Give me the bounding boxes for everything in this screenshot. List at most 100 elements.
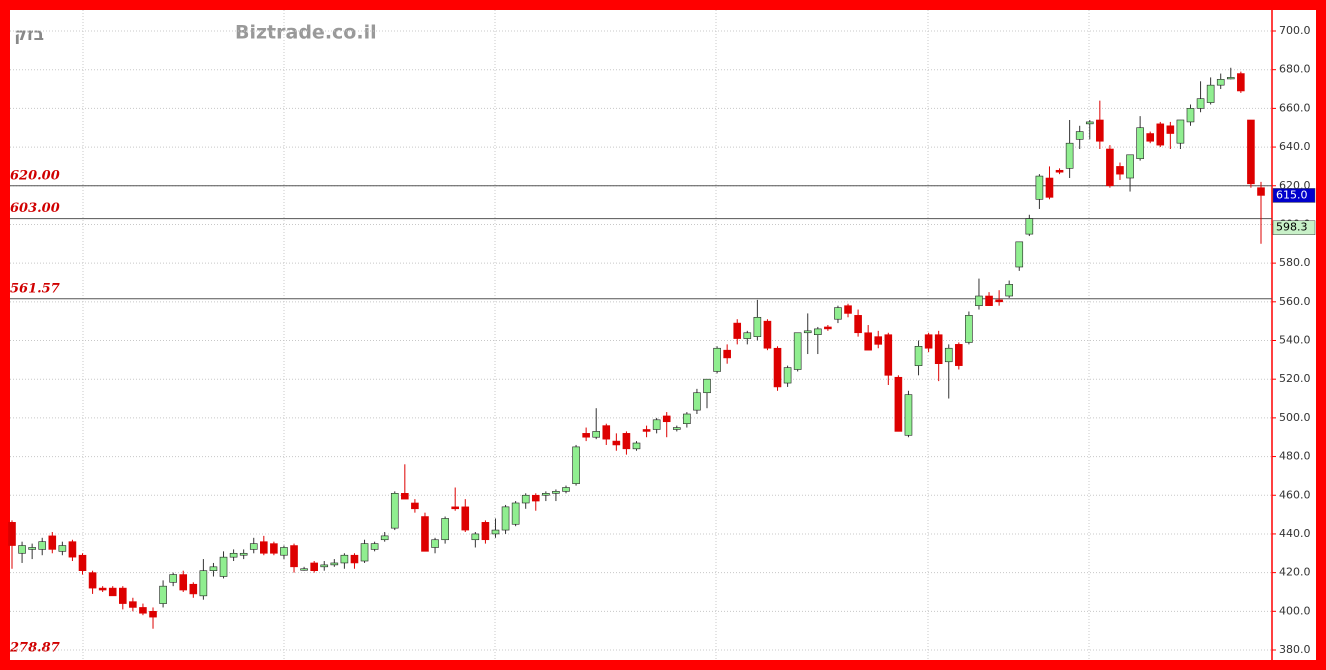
candle-body xyxy=(562,487,570,492)
candle-body xyxy=(934,334,943,365)
candle-body xyxy=(18,545,26,554)
y-tick-label: 580.0 xyxy=(1279,256,1311,269)
candle-body xyxy=(803,330,812,334)
candle-body xyxy=(975,295,983,306)
candle-body xyxy=(270,543,278,554)
candle-body xyxy=(1005,284,1013,297)
candle-body xyxy=(793,332,802,370)
candle-body xyxy=(350,554,359,564)
candle-body xyxy=(914,346,923,366)
candle-body xyxy=(864,332,872,351)
candle-body xyxy=(209,566,218,571)
candle-body xyxy=(310,562,318,571)
candle-body xyxy=(955,344,963,366)
candle-body xyxy=(572,446,580,484)
y-tick-label: 480.0 xyxy=(1279,450,1311,463)
candle-body xyxy=(108,587,117,597)
candle-body xyxy=(652,419,661,430)
candle-body xyxy=(723,349,731,359)
candle-body xyxy=(1247,119,1255,185)
candle-body xyxy=(1075,131,1084,140)
y-tick-label: 560.0 xyxy=(1279,295,1311,308)
candle-body xyxy=(824,326,832,330)
candle-body xyxy=(411,502,419,510)
candle-body xyxy=(884,334,893,376)
candle-body xyxy=(1206,84,1215,103)
candle-body xyxy=(753,316,762,337)
candle-body xyxy=(1126,154,1134,179)
candle-body xyxy=(179,574,188,591)
candle-body xyxy=(8,522,16,546)
y-tick-label: 460.0 xyxy=(1279,488,1311,501)
candle-body xyxy=(854,315,862,334)
candle-body xyxy=(139,607,147,614)
candle-body xyxy=(28,547,36,550)
y-tick-label: 660.0 xyxy=(1279,101,1311,114)
candle-body xyxy=(1226,77,1235,80)
candle-body xyxy=(360,543,369,562)
candle-body xyxy=(78,554,87,571)
candle-body xyxy=(88,572,97,589)
candle-body xyxy=(531,494,540,502)
candle-body xyxy=(219,556,228,577)
candle-body xyxy=(199,570,208,597)
candle-body xyxy=(441,518,449,541)
plot-background xyxy=(10,10,1316,660)
candle-body xyxy=(300,568,308,571)
candle-body xyxy=(693,392,701,411)
candle-body xyxy=(1035,175,1044,200)
candle-body xyxy=(118,587,127,604)
candle-body xyxy=(249,543,258,550)
candle-body xyxy=(521,494,530,504)
candle-body xyxy=(1055,169,1064,173)
candle-body xyxy=(340,554,349,564)
candle-body xyxy=(773,347,782,388)
price-tag-label: 598.3 xyxy=(1276,221,1308,234)
candle-body xyxy=(461,506,470,531)
candle-body xyxy=(501,506,510,531)
candle-body xyxy=(451,506,459,510)
candle-body xyxy=(129,601,137,608)
candle-body xyxy=(894,376,903,432)
candle-body xyxy=(149,611,157,618)
candle-body xyxy=(874,336,883,345)
candle-body xyxy=(159,585,167,604)
candle-body xyxy=(944,347,953,363)
candle-body xyxy=(834,307,842,320)
candle-body xyxy=(189,583,198,595)
annotation: 278.87 xyxy=(9,641,60,656)
candle-body xyxy=(481,522,490,541)
watermark: Biztrade.co.il xyxy=(235,22,377,44)
candle-body xyxy=(330,562,339,566)
candle-body xyxy=(380,535,389,541)
candle-body xyxy=(169,574,177,583)
candle-body xyxy=(703,378,711,394)
level-label: 620.00 xyxy=(10,168,60,183)
candle-body xyxy=(1166,125,1175,134)
candle-body xyxy=(602,425,611,440)
candle-body xyxy=(985,295,993,306)
candle-body xyxy=(431,539,439,548)
candle-body xyxy=(542,493,550,496)
candle-body xyxy=(38,541,47,550)
candle-body xyxy=(622,433,631,450)
candle-body xyxy=(662,415,671,423)
symbol: בזק xyxy=(14,25,44,45)
candle-body xyxy=(1156,123,1165,146)
candle-body xyxy=(401,493,409,500)
candle-body xyxy=(471,533,480,541)
candle-body xyxy=(1146,133,1155,142)
candle-body xyxy=(1176,119,1185,144)
candle-body xyxy=(904,394,913,436)
y-tick-label: 700.0 xyxy=(1279,24,1311,37)
price-tag-label: 615.0 xyxy=(1276,188,1308,201)
candle-body xyxy=(672,427,681,430)
candle-body xyxy=(582,433,590,438)
candle-body xyxy=(1045,177,1054,198)
y-tick-label: 680.0 xyxy=(1279,63,1311,76)
candle-body xyxy=(58,545,67,552)
candle-body xyxy=(229,552,238,558)
candle-body xyxy=(733,322,742,339)
candle-body xyxy=(844,305,852,314)
